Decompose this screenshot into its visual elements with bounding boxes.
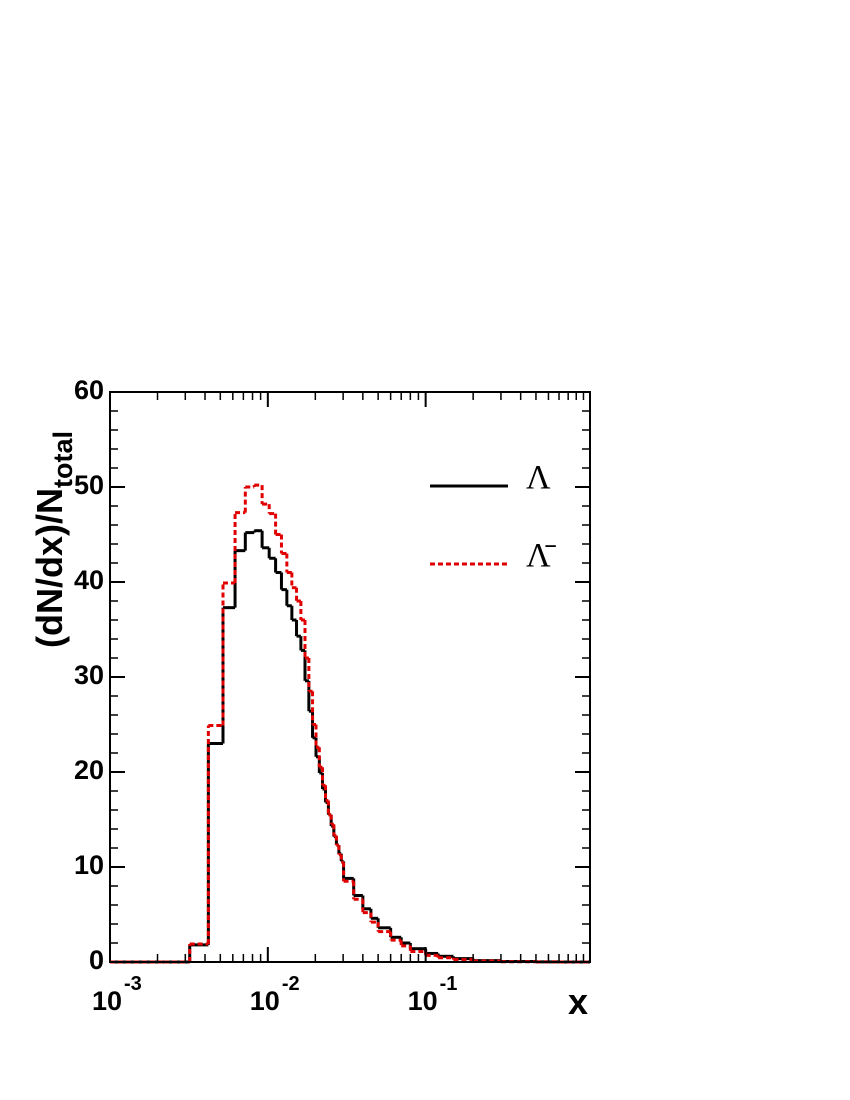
legend-label: Λ̄ [526, 537, 557, 574]
legend-label: Λ [526, 459, 551, 496]
y-tick-label: 50 [74, 470, 104, 500]
y-axis-label-main: (dN/dx)/N [29, 488, 70, 648]
series [110, 483, 590, 964]
x-axis-label: x [568, 981, 588, 1022]
x-tick-label: 10 [250, 986, 280, 1016]
series [110, 529, 590, 964]
x-tick-label: 10 [92, 986, 122, 1016]
plot-frame [109, 391, 591, 963]
y-tick-label: 40 [74, 565, 104, 595]
y-tick-label: 30 [74, 660, 104, 690]
y-tick-label: 60 [74, 375, 104, 405]
y-tick-label: 10 [74, 850, 104, 880]
y-tick-label: 20 [74, 755, 104, 785]
x-tick-exponent: -2 [282, 973, 300, 995]
y-axis-label-subscript: total [48, 431, 78, 488]
y-tick-label: 0 [89, 945, 104, 975]
y-axis-label: (dN/dx)/Ntotal [29, 431, 78, 648]
x-tick-exponent: -3 [124, 973, 142, 995]
x-tick-exponent: -1 [440, 973, 458, 995]
x-tick-label: 10 [408, 986, 438, 1016]
